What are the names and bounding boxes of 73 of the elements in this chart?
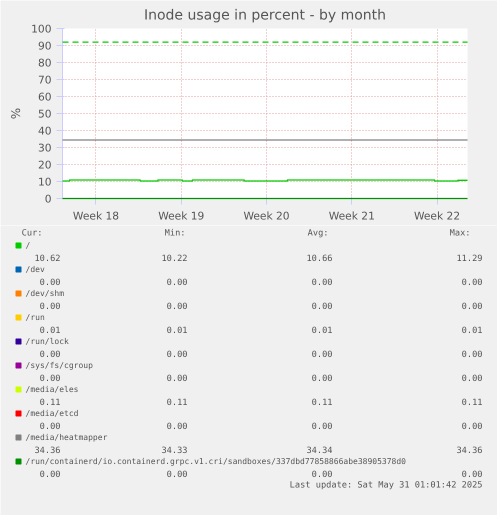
text: 0.00 — [40, 374, 61, 384]
text: 0.00 — [462, 350, 483, 360]
text: 0.00 — [312, 470, 333, 480]
text: 0.00 — [166, 374, 188, 384]
text: 0.00 — [462, 374, 483, 384]
chart-title: Inode usage in percent - by month — [144, 8, 386, 24]
legend-label: /run/lock — [26, 337, 70, 346]
text: 0.01 — [462, 326, 483, 336]
y-tick-label: 70 — [38, 74, 52, 86]
text: 0.00 — [166, 302, 188, 312]
legend-label: /media/etcd — [26, 409, 79, 418]
x-tick-label: Week 19 — [158, 210, 205, 222]
text: 0.01 — [40, 326, 61, 336]
text: 0.00 — [40, 350, 61, 360]
text: 34.33 — [161, 446, 188, 456]
text: 0.11 — [462, 398, 483, 408]
text: 10.22 — [161, 254, 188, 264]
y-tick-label: 50 — [38, 108, 52, 120]
text: 0.00 — [312, 422, 333, 432]
text: Min: — [164, 228, 186, 238]
legend-label: /dev/shm — [26, 289, 64, 298]
x-tick-label: Week 21 — [328, 210, 375, 222]
x-tick-label: Week 18 — [72, 210, 120, 222]
text: 0.01 — [312, 326, 333, 336]
legend-label: /run/containerd/io.containerd.grpc.v1.cri/sandboxes/337dbd77858866abe38905378d0 — [26, 457, 406, 466]
text: 0.00 — [166, 422, 188, 432]
y-tick-label: 10 — [38, 176, 52, 188]
text: 0.00 — [312, 278, 333, 288]
text: 10.62 — [34, 254, 61, 264]
y-tick-label: 0 — [44, 192, 52, 206]
text: 0.00 — [312, 350, 333, 360]
text: Last update: Sat May 31 01:01:42 2025 — [290, 480, 483, 490]
text: 34.36 — [34, 446, 61, 456]
legend-label: /sys/fs/cgroup — [26, 361, 94, 370]
text: 0.00 — [166, 350, 188, 360]
legend-label: /run — [26, 313, 45, 322]
text: 0.00 — [462, 278, 483, 288]
text: 10.66 — [306, 254, 333, 264]
text: 0.11 — [312, 398, 333, 408]
legend-label: /media/heatmapper — [26, 433, 108, 442]
text: 0.00 — [166, 278, 188, 288]
x-tick-label: Week 22 — [414, 210, 460, 222]
y-tick-label: 80 — [38, 56, 52, 70]
y-tick-label: 40 — [38, 124, 52, 138]
x-tick-label: Week 20 — [243, 210, 290, 222]
text: 0.00 — [312, 302, 333, 312]
text: 0.01 — [166, 326, 188, 336]
text: 0.00 — [462, 302, 483, 312]
text: 0.00 — [462, 470, 483, 480]
text: Avg: — [308, 228, 329, 238]
text: 0.00 — [462, 422, 483, 432]
text: 0.00 — [312, 374, 333, 384]
text: 34.36 — [456, 446, 483, 456]
y-tick-label: 20 — [38, 158, 52, 172]
legend-label: /media/eles — [26, 385, 79, 394]
text: 0.00 — [40, 470, 61, 480]
legend-label: / — [26, 241, 30, 250]
text: 34.34 — [306, 446, 333, 456]
text: 0.00 — [40, 422, 61, 432]
text: 0.00 — [40, 302, 61, 312]
y-tick-label: 100 — [31, 22, 52, 36]
y-tick-label: 30 — [38, 142, 52, 154]
text: 0.11 — [166, 398, 188, 408]
text: 0.00 — [166, 470, 188, 480]
text: 0.11 — [40, 398, 61, 408]
text: Max: — [450, 228, 471, 238]
text: 11.29 — [456, 254, 483, 264]
y-axis-title: % — [9, 108, 24, 120]
y-tick-label: 60 — [38, 90, 52, 104]
legend-label: /dev — [26, 265, 45, 274]
y-tick-label: 90 — [38, 40, 52, 52]
text: 0.00 — [40, 278, 61, 288]
text: Cur: — [22, 228, 43, 238]
